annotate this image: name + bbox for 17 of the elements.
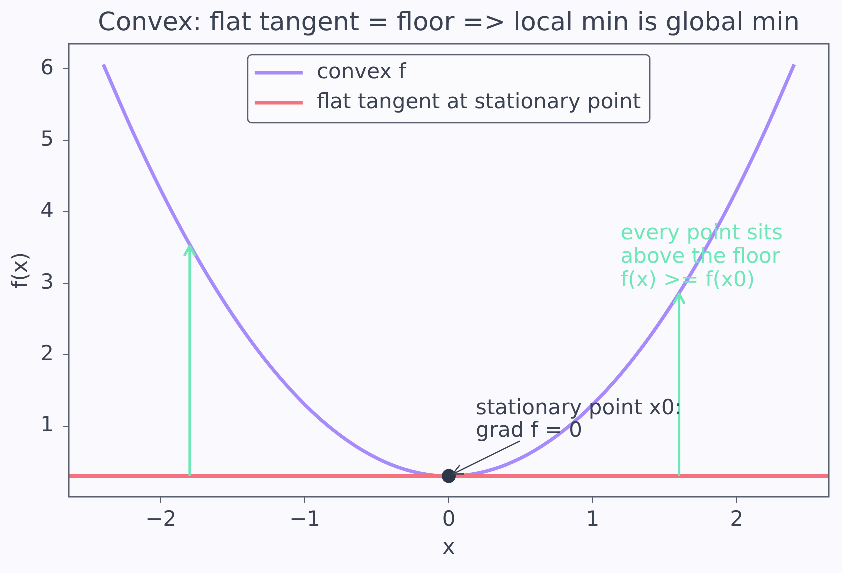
y-tick-label: 2 <box>40 341 54 366</box>
y-tick-label: 1 <box>40 412 54 437</box>
y-axis-title: f(x) <box>8 252 32 289</box>
legend-label: convex f <box>316 59 407 84</box>
x-tick-label: 1 <box>586 507 600 532</box>
y-tick-label: 6 <box>40 55 54 80</box>
point <box>442 469 456 484</box>
x-axis-title: x <box>442 534 456 559</box>
x-tick-label: −2 <box>146 507 177 532</box>
chart-title: Convex: flat tangent = floor => local min is global min <box>98 8 800 38</box>
y-tick-label: 4 <box>40 198 54 222</box>
x-tick-label: 2 <box>730 507 744 532</box>
x-tick-label: −1 <box>290 507 321 532</box>
y-tick-label: 3 <box>40 270 54 294</box>
y-tick-label: 5 <box>40 126 54 151</box>
legend-label: flat tangent at stationary point <box>316 89 642 114</box>
x-tick-label: 0 <box>442 507 456 532</box>
